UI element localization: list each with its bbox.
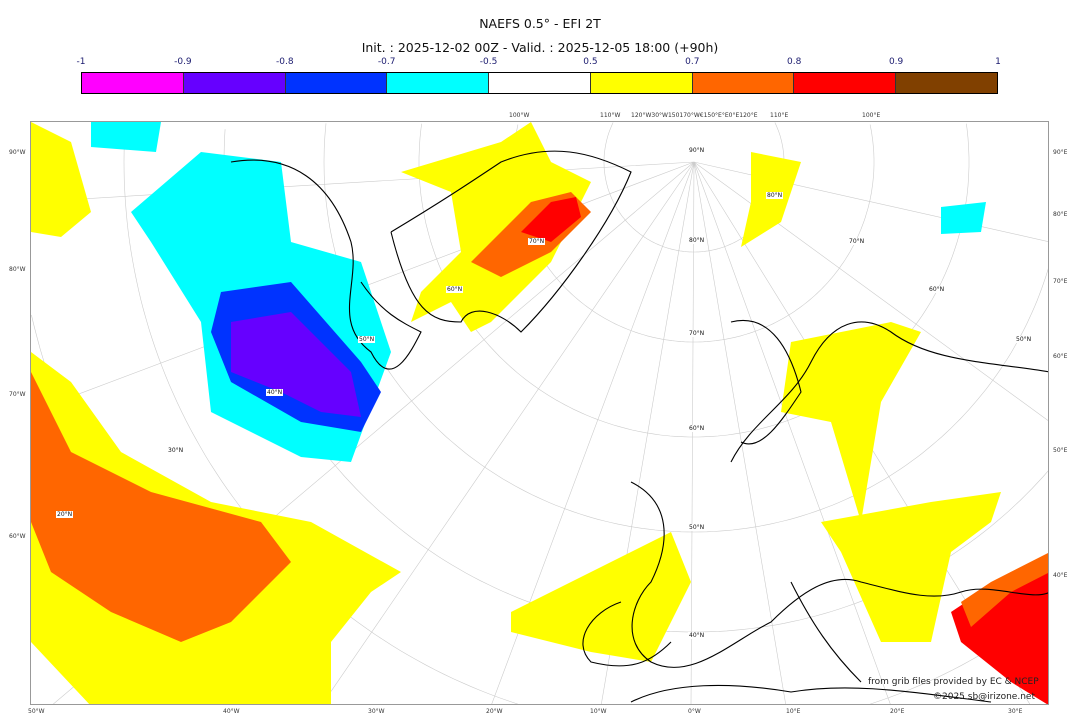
map-title: NAEFS 0.5° - EFI 2T [479,16,601,31]
credit-copyright: ©2025 sb@irizone.net [933,692,1035,702]
latitude-label: 40°N [688,632,706,639]
axis-label-right: 40°E [1053,572,1068,579]
axis-label-top: 120°W30°W150170°W€150°E°E0°E120°E [631,112,758,119]
colorbar-tick: -0.7 [377,57,396,67]
colorbar-tick: 0.8 [787,57,802,67]
colorbar-bin [692,73,795,93]
latitude-label: 60°N [446,286,464,293]
axis-label-bottom: 20°E [890,708,905,715]
axis-label-bottom: 30°W [368,708,385,715]
latitude-circle [418,123,970,438]
colorbar-bin [285,73,388,93]
map-canvas [31,122,1048,704]
colorbar [81,72,998,94]
colorbar-tick: -0.8 [275,57,294,67]
colorbar-tick: 0.5 [583,57,598,67]
latitude-label: 20°N [56,511,74,518]
axis-label-top: 110°W [600,112,621,119]
axis-label-bottom: 40°W [223,708,240,715]
axis-label-right: 70°E [1053,278,1068,285]
map-area [30,121,1049,705]
colorbar-bin [794,73,897,93]
axis-label-bottom: 20°W [486,708,503,715]
efi-orange-turkey [961,553,1048,627]
axis-label-left: 80°W [9,266,26,273]
colorbar-bin [387,73,490,93]
efi-cyan-siberia [941,202,986,234]
efi-yellow-russia [781,322,921,522]
colorbar-tick: 0.9 [888,57,904,67]
efi-yellow-balkans [821,492,1001,642]
latitude-label: 70°N [688,330,706,337]
axis-label-right: 50°E [1053,447,1068,454]
axis-label-top: 100°W [509,112,530,119]
latitude-label: 80°N [766,192,784,199]
efi-yellow-arctic [741,152,801,247]
efi-cyan-north [91,122,161,152]
colorbar-bin [82,73,184,93]
latitude-label: 50°N [358,336,376,343]
latitude-label: 40°N [266,389,284,396]
latitude-label: 50°N [1015,336,1033,343]
latitude-label: 30°N [167,447,185,454]
axis-label-right: 60°E [1053,353,1068,360]
colorbar-tick: 0.7 [685,57,700,67]
latitude-label: 60°N [928,286,946,293]
efi-field [31,122,1048,704]
colorbar-bin [489,73,591,93]
axis-label-bottom: 0°W [688,708,701,715]
efi-red-greenland [521,197,581,242]
axis-label-left: 60°W [9,533,26,540]
latitude-label: 50°N [688,524,706,531]
efi-purple-canada [231,312,361,417]
latitude-label: 90°N [688,147,706,154]
efi-yellow-greenland [401,122,591,332]
axis-label-left: 90°W [9,149,26,156]
axis-label-bottom: 10°W [590,708,607,715]
colorbar-tick: 1 [995,57,1001,67]
colorbar-bin [183,73,286,93]
axis-label-top: 110°E [770,112,789,119]
axis-label-bottom: 30°E [1008,708,1023,715]
map-subtitle: Init. : 2025-12-02 00Z - Valid. : 2025-1… [361,40,719,55]
axis-label-right: 90°E [1053,149,1068,156]
latitude-label: 60°N [688,425,706,432]
axis-label-left: 70°W [9,391,26,398]
axis-label-bottom: 10°E [786,708,801,715]
latitude-label: 70°N [528,238,546,245]
axis-label-bottom: 50°W [28,708,45,715]
credit-data-source: from grib files provided by EC & NCEP [868,677,1039,687]
colorbar-bin [590,73,693,93]
coastlines [230,150,1048,703]
colorbar-bin [896,73,998,93]
colorbar-tick: -0.5 [479,57,498,67]
efi-orange-atlantic [31,372,291,642]
axis-label-right: 80°E [1053,211,1068,218]
colorbar-tick: -1 [76,57,86,67]
latitude-label: 80°N [688,237,706,244]
latitude-label: 70°N [848,238,866,245]
axis-label-top: 100°E [862,112,881,119]
efi-yellow-northwest [31,122,91,237]
efi-yellow-iberia [511,532,691,662]
colorbar-tick: -0.9 [174,57,192,67]
